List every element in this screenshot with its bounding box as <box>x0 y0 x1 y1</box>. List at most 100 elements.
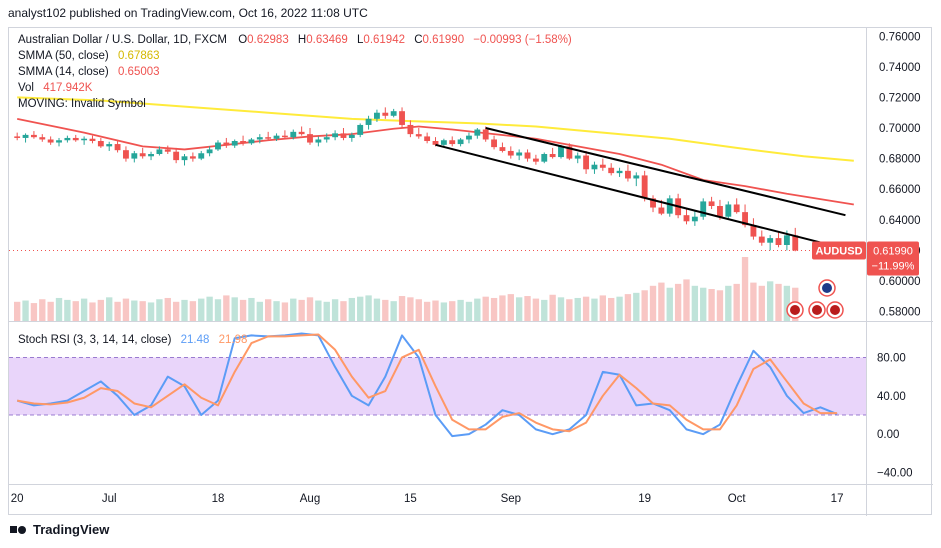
chart-frame[interactable]: 0.76000 0.74000 0.72000 0.70000 0.68000 0.660… <box>8 27 933 516</box>
chart-legend: Australian Dollar / U.S. Dollar, 1D, FXC… <box>18 32 572 112</box>
time-tick-label: Jul <box>102 493 117 505</box>
smma14-line <box>17 117 854 206</box>
volume-bar <box>214 299 222 321</box>
stoch-d-line <box>17 333 838 433</box>
publisher-line: analyst102 published on TradingView.com,… <box>8 6 368 20</box>
legend-smma50-row: SMMA (50, close) 0.67863 <box>18 48 572 64</box>
volume-bar <box>574 297 581 321</box>
candle-body <box>114 144 121 151</box>
candle-body <box>173 151 180 161</box>
candle-body <box>81 138 88 141</box>
volume-bar <box>591 298 598 321</box>
candle-body <box>541 154 548 162</box>
volume-bar <box>624 294 632 321</box>
smma14-label: SMMA (14, close) <box>18 66 109 78</box>
volume-bar <box>89 302 96 321</box>
stoch-tick-label: 40.00 <box>877 391 906 403</box>
candle-body <box>650 198 656 208</box>
symbol-title: Australian Dollar / U.S. Dollar, 1D, FXC… <box>18 34 227 46</box>
candle-body <box>415 134 422 137</box>
candle-body <box>374 112 380 119</box>
volume-bar <box>181 299 188 321</box>
candle-body <box>72 137 79 141</box>
footer-brand[interactable]: TradingView <box>10 522 109 537</box>
symbol-badge-label: AUDUSD <box>815 246 862 258</box>
volume-bar <box>315 300 322 321</box>
tradingview-logo-icon <box>10 524 28 536</box>
volume-bar <box>390 301 397 321</box>
smma50-label: SMMA (50, close) <box>18 50 109 62</box>
volume-bar <box>633 292 640 321</box>
candle-body <box>474 129 481 136</box>
candle-body <box>248 139 255 144</box>
candle-body <box>449 140 456 145</box>
volume-bar <box>357 296 364 321</box>
candle-body <box>315 139 322 143</box>
time-tick-label: 18 <box>212 493 225 505</box>
candle-body <box>775 238 782 245</box>
volume-bar <box>323 301 330 321</box>
volume-bar <box>465 301 473 321</box>
candle-body <box>131 153 138 159</box>
flag-icon <box>830 305 840 315</box>
candle-body <box>22 134 29 138</box>
candle-body <box>683 215 690 222</box>
volume-bar <box>72 301 79 321</box>
price-tick-label: 0.64000 <box>879 215 921 227</box>
volume-bar <box>172 301 180 321</box>
candle-body <box>365 118 372 125</box>
candle-body <box>390 111 397 116</box>
candle-body <box>223 142 230 146</box>
volume-bar <box>189 301 197 321</box>
close-value: 0.61990 <box>422 34 465 46</box>
candle-body <box>56 140 62 143</box>
chart-svg[interactable]: 0.76000 0.74000 0.72000 0.70000 0.68000 0.660… <box>9 28 933 516</box>
candle-body <box>89 138 96 142</box>
candle-body <box>591 164 598 170</box>
volume-bar <box>557 297 565 321</box>
volume-bar <box>365 295 372 321</box>
candle-body <box>206 149 213 154</box>
stoch-tick-label: −40.00 <box>877 467 913 479</box>
open-value: 0.62983 <box>247 34 289 46</box>
candle-body <box>758 236 765 243</box>
volume-bar <box>532 298 540 321</box>
candle-body <box>491 139 497 148</box>
volume-bar <box>256 301 263 321</box>
volume-bar <box>683 279 690 321</box>
candle-body <box>215 142 221 150</box>
price-tick-label: 0.72000 <box>879 92 921 104</box>
volume-bar <box>515 297 523 321</box>
candle-body <box>733 204 740 213</box>
volume-bar <box>373 298 381 321</box>
volume-bar <box>658 282 665 321</box>
candle-body <box>47 139 54 143</box>
volume-bar <box>499 295 506 321</box>
volume-bar <box>566 299 573 321</box>
high-label: H <box>297 34 307 46</box>
stoch-d-value: 21.98 <box>218 334 248 346</box>
volume-bar <box>122 298 130 321</box>
volume-bar <box>30 303 38 321</box>
price-badge-value: 0.61990 <box>873 246 913 258</box>
candle-body <box>624 170 631 179</box>
price-tick-label: 0.58000 <box>879 307 921 319</box>
candle-body <box>499 147 506 151</box>
candle-body <box>658 207 665 214</box>
volume-bar <box>22 300 29 321</box>
volume-bar <box>248 297 255 321</box>
volume-bar <box>231 297 238 321</box>
volume-bar <box>39 299 46 321</box>
flag-icon <box>812 305 822 315</box>
volume-bar <box>700 287 707 321</box>
time-tick-label: Oct <box>728 493 747 505</box>
channel-lower-line <box>435 143 846 250</box>
smma50-line <box>17 96 854 162</box>
candle-body <box>783 235 790 245</box>
volume-bar <box>348 297 356 321</box>
volume-bar <box>106 297 113 321</box>
candle-body <box>240 141 247 144</box>
volume-bar <box>666 287 673 321</box>
volume-bar <box>80 298 88 321</box>
volume-bar <box>432 300 439 321</box>
